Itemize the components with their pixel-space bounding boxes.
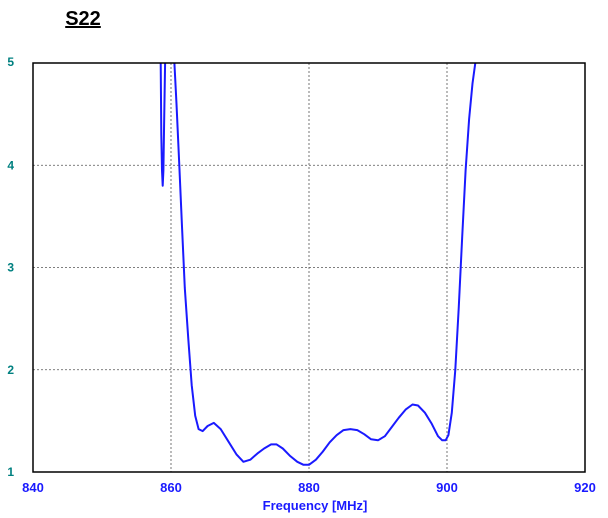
y-tick-label: 1	[7, 465, 14, 479]
y-tick-labels: 1 2 3 4 5	[7, 55, 14, 479]
grid	[33, 63, 585, 472]
x-tick-label: 920	[574, 480, 596, 495]
plot-area-frame	[32, 62, 586, 473]
x-tick-label: 880	[298, 480, 320, 495]
series-line	[159, 62, 167, 187]
data-series	[159, 62, 477, 466]
x-tick-label: 860	[160, 480, 182, 495]
y-tick-label: 2	[7, 363, 14, 377]
x-axis-label: Frequency [MHz]	[263, 498, 368, 513]
x-tick-label: 900	[436, 480, 458, 495]
y-tick-label: 3	[7, 261, 14, 275]
chart-title: S22	[65, 8, 101, 30]
series-line	[173, 62, 477, 466]
x-tick-labels: 840 860 880 900 920	[22, 480, 596, 495]
x-tick-label: 840	[22, 480, 44, 495]
y-tick-label: 4	[7, 158, 14, 172]
y-tick-label: 5	[7, 55, 14, 69]
